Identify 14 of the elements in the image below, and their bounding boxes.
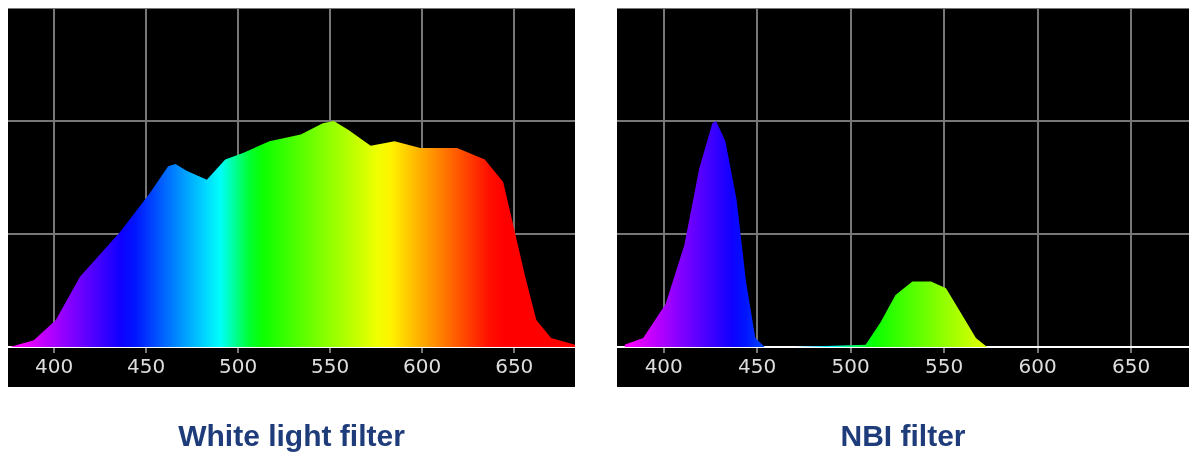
x-tick-label: 650 (495, 354, 534, 379)
x-tick-label: 650 (1111, 354, 1151, 379)
x-tick-label: 450 (738, 354, 777, 379)
x-tick-label: 500 (831, 354, 870, 379)
text: NBI filter (839, 419, 967, 453)
x-tick-label: 600 (1018, 354, 1057, 379)
x-tick-label: 600 (403, 354, 442, 379)
x-tick-label: 400 (644, 354, 683, 379)
x-tick-label: 550 (311, 354, 350, 379)
x-tick-label: 500 (219, 354, 258, 379)
x-tick-label: 550 (925, 354, 964, 379)
x-tick-label: 450 (126, 354, 166, 379)
text: White light filter (177, 419, 406, 453)
x-tick-label: 400 (34, 354, 74, 379)
